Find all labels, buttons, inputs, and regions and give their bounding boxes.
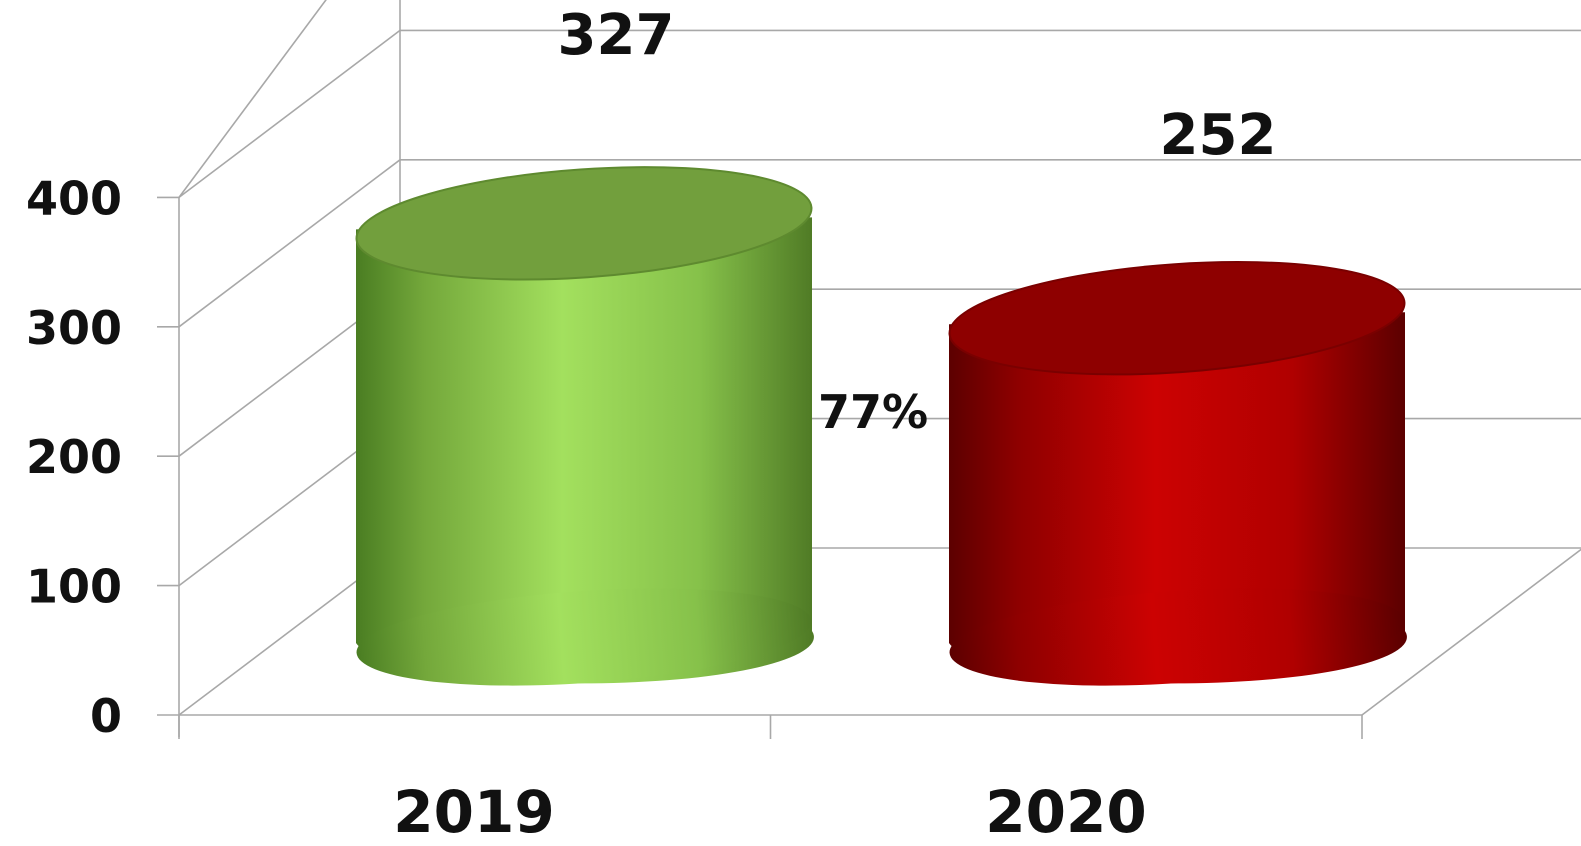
bar-body — [356, 217, 814, 684]
gridline-side — [178, 159, 401, 328]
gridline-side — [178, 29, 401, 199]
labels: 0 100 200 300 400 327 2019 252 2020 77% — [26, 3, 1276, 846]
percent-annotation: 77% — [818, 385, 928, 439]
y-tick-label: 100 — [26, 560, 122, 614]
bar-base — [356, 588, 812, 686]
gridline-side — [178, 0, 327, 198]
y-tick-label: 0 — [90, 689, 122, 743]
bar-top — [948, 261, 1406, 376]
x-category-label: 2019 — [393, 778, 554, 846]
x-category-label: 2020 — [985, 778, 1146, 846]
bar-base — [949, 588, 1405, 686]
y-tick-label: 200 — [26, 430, 122, 484]
floor-edge — [1361, 548, 1581, 716]
data-label-2019: 327 — [558, 3, 675, 68]
bar-2020 — [948, 261, 1407, 686]
bar-top — [355, 166, 813, 281]
data-label-2020: 252 — [1160, 103, 1277, 168]
y-tick-label: 300 — [26, 301, 122, 355]
y-tick-label: 400 — [26, 171, 122, 225]
axes — [157, 196, 1363, 739]
bar-2019 — [355, 166, 814, 686]
bars — [355, 166, 1407, 686]
